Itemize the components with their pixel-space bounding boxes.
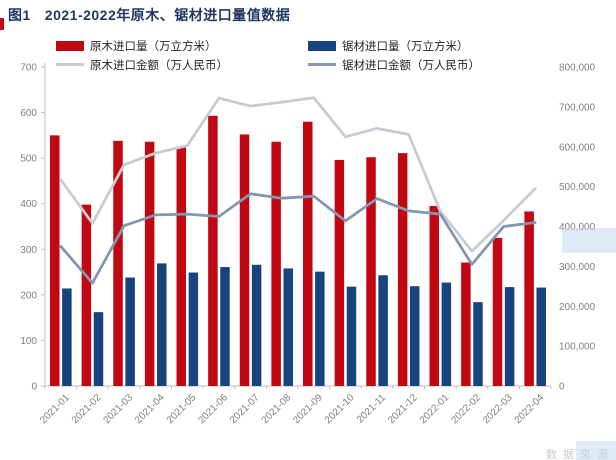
svg-text:0: 0 [559,382,565,393]
svg-text:2021-09: 2021-09 [291,392,325,426]
legend-item-log-value: 原木进口金额（万人民币） [56,57,308,73]
bar-log-volume [239,134,250,386]
legend-label: 原木进口金额（万人民币） [90,59,228,72]
bar-sawn-volume [125,277,135,386]
svg-text:200,000: 200,000 [559,302,596,313]
svg-text:2021-12: 2021-12 [386,392,420,426]
legend-item-log-volume: 原木进口量（万立方米） [56,38,308,54]
bar-log-volume [492,237,503,386]
bar-sawn-volume [251,264,262,386]
y-axis-right-labels: 0 100,000 200,000 300,000 400,000 500,000 600,… [559,63,596,393]
bar-sawn-volume [315,271,325,386]
bar-log-volume [176,146,187,386]
bar-log-volume [429,205,440,386]
sawn-volume-swatch-icon [308,40,336,51]
svg-text:100: 100 [20,336,37,347]
svg-text:400,000: 400,000 [559,222,596,233]
bar-log-volume [50,135,60,386]
log-volume-swatch-icon [56,40,84,51]
svg-text:2021-05: 2021-05 [165,392,199,426]
title-accent-mark [0,18,4,30]
bar-log-volume [208,115,218,387]
figure-label: 图1 [8,7,31,23]
x-axis-labels: 2021-012021-022021-032021-042021-052021-… [38,392,546,426]
svg-text:2022-04: 2022-04 [513,392,547,426]
bar-log-volume [81,204,92,386]
chart-legend: 原木进口量（万立方米） 锯材进口量（万立方米） 原木进口金额（万人民币） 锯材进… [56,36,560,74]
svg-text:0: 0 [31,382,37,393]
bars-log-volume [50,115,534,387]
svg-text:2021-03: 2021-03 [101,392,135,426]
svg-text:2021-10: 2021-10 [323,392,357,426]
svg-text:300: 300 [20,245,37,256]
legend-label: 原木进口量（万立方米） [90,40,217,53]
legend-item-sawn-volume: 锯材进口量（万立方米） [308,38,560,54]
log-value-swatch-icon [56,63,84,66]
svg-text:2021-04: 2021-04 [133,392,167,426]
bar-sawn-volume [473,302,483,386]
svg-text:600: 600 [20,108,37,119]
line-log-value [59,96,537,253]
svg-text:700,000: 700,000 [559,102,596,113]
bar-log-volume [271,141,281,386]
svg-text:100,000: 100,000 [559,342,596,353]
svg-text:800,000: 800,000 [559,63,596,74]
svg-text:2021-07: 2021-07 [228,392,262,426]
sawn-value-swatch-icon [308,63,336,66]
bar-sawn-volume [156,263,167,386]
bar-log-volume [334,159,345,386]
svg-text:700: 700 [20,63,37,74]
svg-text:2022-03: 2022-03 [481,392,515,426]
highlight-overlay-corner [576,441,616,460]
svg-text:200: 200 [20,290,37,301]
legend-label: 锯材进口量（万立方米） [342,40,469,53]
bar-log-volume [113,140,123,386]
legend-item-sawn-value: 锯材进口金额（万人民币） [308,57,560,73]
bar-sawn-volume [188,272,199,386]
svg-text:2021-06: 2021-06 [196,392,230,426]
svg-text:300,000: 300,000 [559,262,596,273]
svg-text:2021-01: 2021-01 [38,392,72,426]
svg-text:600,000: 600,000 [559,142,596,153]
bar-sawn-volume [283,268,293,386]
bar-sawn-volume [504,287,515,386]
bar-sawn-volume [409,286,420,386]
bar-sawn-volume [536,287,546,386]
bar-sawn-volume [378,275,388,386]
highlight-overlay-right [562,228,616,253]
svg-text:2021-11: 2021-11 [355,392,389,426]
bar-sawn-volume [346,286,357,386]
svg-text:2022-02: 2022-02 [449,392,483,426]
svg-text:2021-08: 2021-08 [260,392,294,426]
bar-log-volume [144,141,155,386]
bar-log-volume [366,157,376,386]
bar-sawn-volume [220,267,230,386]
bar-sawn-volume [93,312,104,386]
legend-label: 锯材进口金额（万人民币） [342,59,480,72]
bar-log-volume [461,262,471,386]
svg-text:500,000: 500,000 [559,182,596,193]
bar-log-volume [303,121,313,386]
bars-sawn-volume [62,263,546,386]
figure-title: 2021-2022年原木、锯材进口量值数据 [44,7,291,23]
svg-text:400: 400 [20,199,37,210]
bar-sawn-volume [441,282,452,386]
page-title: 图1 2021-2022年原木、锯材进口量值数据 [8,5,290,25]
line-sawn-value [59,192,537,285]
svg-text:500: 500 [20,154,37,165]
bar-log-volume [524,211,534,386]
svg-text:2021-02: 2021-02 [70,392,104,426]
bar-sawn-volume [62,288,72,386]
svg-text:2022-01: 2022-01 [418,392,452,426]
y-axis-left-labels: 0 100 200 300 400 500 600 700 [20,63,45,393]
bar-log-volume [397,153,408,386]
